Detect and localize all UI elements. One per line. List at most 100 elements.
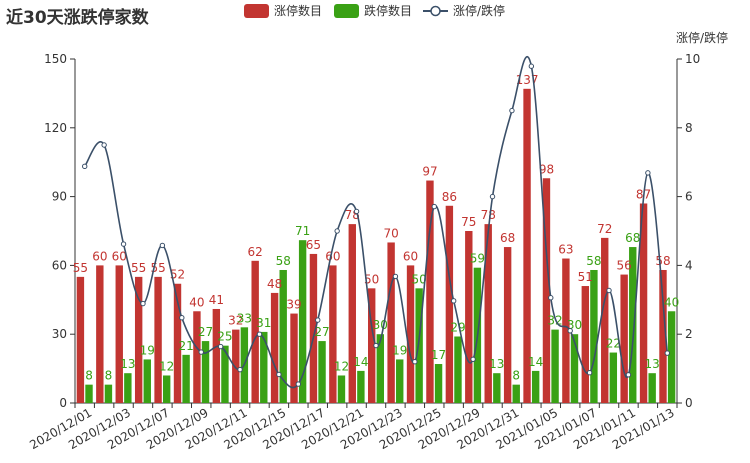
bar-limit-up-label: 98 bbox=[539, 162, 554, 176]
bar-limit-down bbox=[182, 354, 190, 403]
ratio-point bbox=[392, 273, 399, 280]
y-left-tick-label: 120 bbox=[44, 121, 67, 135]
bar-limit-up bbox=[465, 231, 473, 403]
bar-limit-up bbox=[581, 286, 590, 403]
bar-limit-up-label: 72 bbox=[597, 222, 612, 236]
ratio-point bbox=[528, 63, 535, 69]
bar-limit-down bbox=[357, 370, 365, 403]
bar-limit-up bbox=[96, 265, 104, 403]
bar-limit-down bbox=[570, 334, 579, 403]
bar-limit-up-label: 62 bbox=[248, 245, 263, 259]
bar-limit-up bbox=[368, 288, 376, 403]
y-left-tick-label: 30 bbox=[52, 327, 67, 341]
bar-limit-down bbox=[201, 341, 210, 403]
bar-limit-up-label: 55 bbox=[73, 261, 88, 275]
y-left-tick-label: 90 bbox=[52, 190, 67, 204]
bar-limit-down-label: 68 bbox=[625, 231, 640, 245]
ratio-point bbox=[237, 366, 243, 373]
ratio-point bbox=[450, 298, 457, 304]
bar-limit-up bbox=[251, 260, 259, 403]
bar-limit-down bbox=[260, 331, 268, 403]
bar-limit-up-label: 63 bbox=[558, 243, 573, 257]
bar-limit-down bbox=[104, 384, 113, 403]
legend-ratio-label: 涨停/跌停 bbox=[453, 3, 505, 18]
bar-limit-down bbox=[512, 384, 520, 403]
ratio-point bbox=[276, 371, 282, 378]
bar-limit-down-label: 19 bbox=[140, 343, 155, 357]
bar-limit-down-label: 27 bbox=[314, 325, 329, 339]
bar-limit-down bbox=[531, 370, 540, 403]
y-right-tick-label: 4 bbox=[685, 258, 693, 272]
bar-limit-up bbox=[270, 292, 279, 403]
ratio-point bbox=[645, 170, 651, 176]
bar-limit-up bbox=[484, 224, 492, 403]
y-left-tick-label: 150 bbox=[44, 52, 67, 66]
bar-limit-down bbox=[279, 269, 287, 403]
ratio-point bbox=[567, 328, 573, 334]
bar-limit-up-label: 78 bbox=[481, 208, 496, 222]
ratio-point bbox=[431, 203, 437, 210]
bar-limit-up-label: 60 bbox=[112, 249, 127, 263]
bar-limit-up-label: 48 bbox=[267, 277, 282, 291]
bar-limit-up-label: 39 bbox=[286, 298, 301, 312]
ratio-point bbox=[159, 242, 166, 249]
y-right-tick-label: 6 bbox=[685, 190, 693, 204]
bar-limit-down-label: 30 bbox=[373, 318, 388, 332]
bar-limit-down-label: 21 bbox=[178, 339, 193, 353]
ratio-line bbox=[84, 56, 669, 389]
bar-limit-down-label: 12 bbox=[334, 359, 349, 373]
y-right-tick-label: 10 bbox=[685, 52, 700, 66]
ratio-point bbox=[489, 193, 496, 200]
bar-limit-down-label: 58 bbox=[586, 254, 601, 268]
bar-limit-down bbox=[337, 375, 346, 403]
y-right-tick-label: 2 bbox=[685, 327, 693, 341]
bar-limit-down-label: 22 bbox=[606, 337, 621, 351]
bar-limit-down bbox=[590, 269, 598, 403]
bar-limit-down bbox=[162, 375, 171, 403]
bar-limit-up-label: 56 bbox=[617, 259, 632, 273]
bar-limit-up-label: 60 bbox=[325, 249, 340, 263]
bar-limit-up bbox=[426, 180, 434, 403]
bar-limit-down bbox=[298, 240, 307, 403]
ratio-point bbox=[606, 287, 612, 294]
bar-limit-up-label: 32 bbox=[228, 314, 243, 328]
bar-limit-down-label: 31 bbox=[256, 316, 271, 330]
bar-limit-up-label: 65 bbox=[306, 238, 321, 252]
bar-limit-up-label: 52 bbox=[170, 268, 185, 282]
bar-limit-up-label: 51 bbox=[578, 270, 593, 284]
ratio-point bbox=[179, 314, 185, 321]
legend-limit-up-swatch bbox=[244, 4, 269, 18]
bar-limit-up bbox=[387, 242, 395, 403]
bar-limit-up-label: 50 bbox=[364, 272, 379, 286]
legend-limit-up-label: 涨停数目 bbox=[274, 3, 322, 18]
bar-limit-down bbox=[376, 334, 384, 403]
ratio-point bbox=[412, 359, 418, 365]
bar-limit-down bbox=[629, 247, 637, 403]
bar-limit-down-label: 50 bbox=[411, 272, 426, 286]
bar-limit-down bbox=[551, 329, 559, 403]
bar-limit-down-label: 27 bbox=[198, 325, 213, 339]
bar-limit-up bbox=[76, 276, 85, 403]
bar-limit-down bbox=[454, 336, 462, 403]
bar-limit-up bbox=[309, 253, 318, 403]
bar-limit-up bbox=[620, 274, 628, 403]
ratio-point bbox=[353, 208, 360, 215]
bar-limit-down-label: 25 bbox=[217, 330, 232, 344]
bar-limit-up-label: 40 bbox=[189, 295, 204, 309]
bar-limit-up bbox=[348, 224, 356, 403]
bar-limit-up bbox=[601, 237, 609, 403]
bar-limit-down-label: 12 bbox=[159, 359, 174, 373]
bar-limit-up bbox=[523, 88, 531, 404]
ratio-point bbox=[664, 350, 670, 356]
bar-limit-up bbox=[562, 258, 570, 403]
bar-limit-down-label: 59 bbox=[470, 252, 485, 266]
bar-limit-down-label: 58 bbox=[276, 254, 291, 268]
bar-limit-down-label: 13 bbox=[120, 357, 135, 371]
bar-limit-up bbox=[212, 308, 221, 403]
bar-limit-up bbox=[542, 178, 551, 403]
bar-limit-down bbox=[609, 352, 618, 403]
bar-limit-down bbox=[415, 288, 423, 403]
chart-title: 近30天涨跌停家数 bbox=[6, 8, 149, 28]
bar-limit-up-label: 97 bbox=[422, 165, 437, 179]
